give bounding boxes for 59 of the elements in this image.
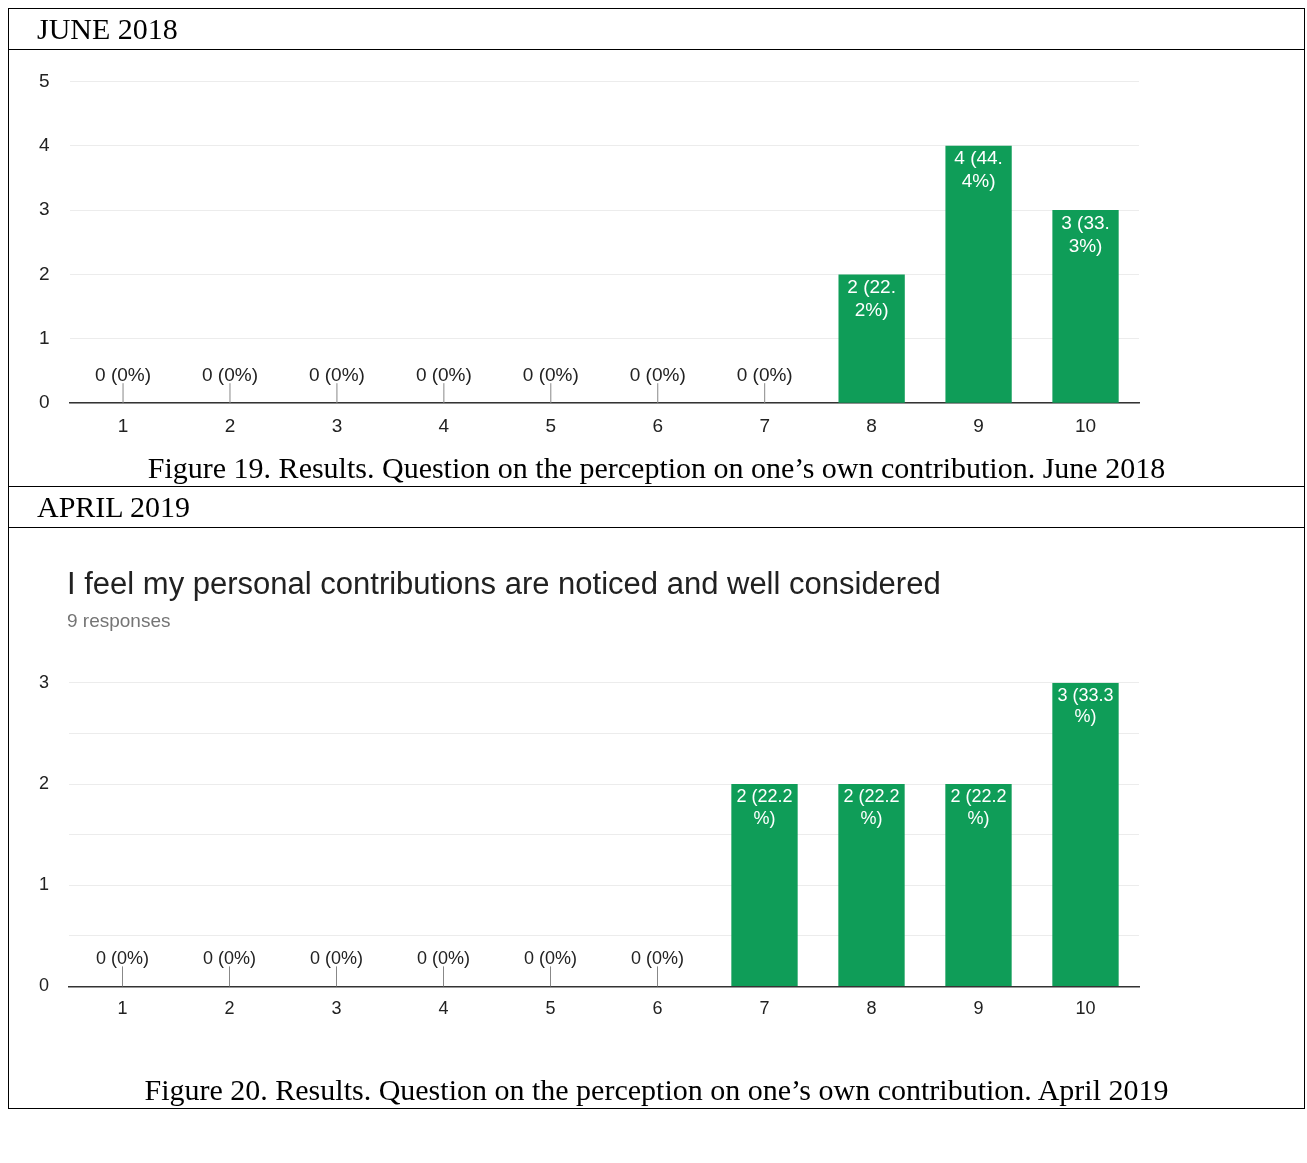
data-label: 2 (22.2%)	[736, 785, 793, 828]
x-tick-label: 8	[866, 998, 877, 1019]
data-label: 0 (0%)	[202, 363, 258, 385]
x-tick-label: 1	[117, 998, 128, 1019]
y-tick-label: 3	[38, 198, 50, 220]
data-label: 2 (22.2%)	[843, 785, 900, 828]
x-tick-label: 6	[652, 414, 664, 436]
chart-title: JUNE 2018	[9, 9, 1304, 50]
data-label: 0 (0%)	[203, 948, 257, 969]
caption: Figure 20. Results. Question on the perception on one’s own contribution. April 2019	[9, 1072, 1304, 1109]
data-label: 3 (33.3%)	[1057, 684, 1114, 727]
data-label: 0 (0%)	[310, 948, 364, 969]
y-tick-label: 3	[39, 671, 50, 692]
x-tick-label: 9	[973, 998, 984, 1019]
y-tick-label: 1	[38, 327, 50, 349]
caption: Figure 19. Results. Question on the perception on one’s own contribution. June 2018	[9, 450, 1304, 487]
x-tick-label: 1	[117, 414, 129, 436]
chart-title: I feel my personal contributions are noticed and well considered	[67, 566, 942, 602]
data-label: 0 (0%)	[417, 948, 471, 969]
y-tick-label: 0	[39, 975, 50, 996]
data-label: 0 (0%)	[522, 363, 579, 385]
x-tick-label: 4	[438, 998, 449, 1019]
y-tick-label: 5	[38, 69, 50, 91]
data-label: 0 (0%)	[96, 948, 150, 969]
bar	[945, 145, 1012, 403]
data-label: 0 (0%)	[631, 948, 685, 969]
data-label: 0 (0%)	[736, 363, 793, 385]
data-label: 2 (22.2%)	[847, 276, 896, 321]
x-tick-label: 5	[545, 998, 556, 1019]
x-tick-label: 2	[224, 414, 236, 436]
data-label: 4 (44.4%)	[954, 147, 1003, 192]
data-label: 2 (22.2%)	[950, 785, 1007, 828]
x-tick-label: 10	[1075, 998, 1096, 1019]
x-tick-label: 7	[759, 998, 770, 1019]
bar	[1052, 210, 1119, 403]
y-tick-label: 1	[39, 874, 50, 895]
data-label: 0 (0%)	[95, 363, 152, 385]
chart-subtitle: 9 responses	[67, 610, 172, 632]
x-tick-label: 10	[1074, 414, 1097, 436]
x-tick-label: 3	[331, 998, 342, 1019]
text: APRIL 2019	[9, 487, 1304, 528]
x-tick-label: 9	[973, 414, 984, 436]
x-tick-label: 3	[331, 414, 343, 436]
data-label: 3 (33.3%)	[1061, 211, 1110, 256]
y-tick-label: 4	[38, 133, 50, 155]
data-label: 0 (0%)	[308, 363, 365, 385]
x-tick-label: 2	[224, 998, 235, 1019]
y-tick-label: 2	[38, 262, 50, 284]
data-label: 0 (0%)	[524, 948, 578, 969]
bar	[838, 274, 905, 403]
y-tick-label: 0	[38, 391, 50, 413]
data-label: 0 (0%)	[415, 363, 472, 385]
x-tick-label: 7	[759, 414, 770, 436]
x-tick-label: 4	[438, 414, 450, 436]
x-tick-label: 6	[652, 998, 663, 1019]
data-label: 0 (0%)	[629, 363, 686, 385]
x-tick-label: 8	[866, 414, 877, 436]
x-tick-label: 5	[545, 414, 557, 436]
y-tick-label: 2	[39, 772, 50, 793]
